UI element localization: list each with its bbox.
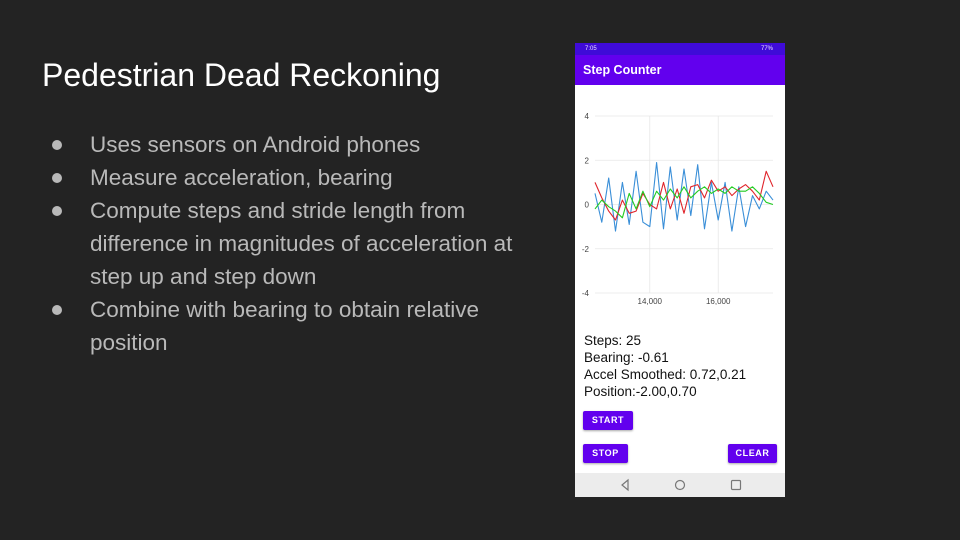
acceleration-chart: 4 2 0 -2 -4 14,000 16,000 [582, 112, 774, 306]
steps-readout: Steps: 25 [584, 333, 642, 348]
recents-icon[interactable] [729, 478, 743, 492]
series-line-1 [594, 170, 774, 221]
bullet-item: Combine with bearing to obtain relative … [50, 293, 530, 359]
stop-button[interactable]: STOP [583, 444, 628, 463]
app-title: Step Counter [583, 63, 662, 77]
nav-bar [575, 473, 785, 497]
bearing-readout: Bearing: -0.61 [584, 350, 669, 365]
accel-readout: Accel Smoothed: 0.72,0.21 [584, 367, 747, 382]
readouts: Steps: 25 Bearing: -0.61 Accel Smoothed:… [584, 332, 746, 400]
bullet-text: Combine with bearing to obtain relative … [90, 297, 479, 355]
bullet-list: Uses sensors on Android phones Measure a… [50, 128, 530, 359]
bullet-dot [52, 140, 62, 150]
x-tick-label: 14,000 [638, 297, 663, 306]
status-bar: 7:05 77% [575, 43, 785, 55]
phone-screenshot: 7:05 77% Step Counter 4 2 0 -2 -4 14,000 16,00… [575, 43, 785, 497]
y-tick-label: -4 [582, 289, 590, 298]
y-tick-label: 2 [585, 156, 590, 165]
battery-level: 77% [760, 46, 773, 52]
bullet-item: Compute steps and stride length from dif… [50, 194, 530, 293]
series-line-0 [594, 161, 774, 232]
series-line-2 [594, 186, 774, 219]
y-tick-label: -2 [582, 245, 590, 254]
bullet-dot [52, 305, 62, 315]
position-readout: Position:-2.00,0.70 [584, 384, 697, 399]
app-bar: Step Counter [575, 55, 785, 85]
back-icon[interactable] [618, 478, 632, 492]
bullet-dot [52, 173, 62, 183]
bullet-text: Uses sensors on Android phones [90, 132, 421, 157]
clear-button[interactable]: CLEAR [728, 444, 777, 463]
start-button[interactable]: START [583, 411, 633, 430]
status-time: 7:05 [585, 46, 597, 52]
y-tick-label: 4 [585, 112, 590, 121]
bullet-text: Compute steps and stride length from dif… [90, 198, 513, 289]
home-icon[interactable] [673, 478, 687, 492]
bullet-item: Measure acceleration, bearing [50, 161, 530, 194]
bullet-dot [52, 206, 62, 216]
bullet-text: Measure acceleration, bearing [90, 165, 393, 190]
slide-title: Pedestrian Dead Reckoning [42, 57, 441, 93]
y-tick-label: 0 [585, 201, 590, 210]
bullet-item: Uses sensors on Android phones [50, 128, 530, 161]
x-tick-label: 16,000 [706, 297, 731, 306]
